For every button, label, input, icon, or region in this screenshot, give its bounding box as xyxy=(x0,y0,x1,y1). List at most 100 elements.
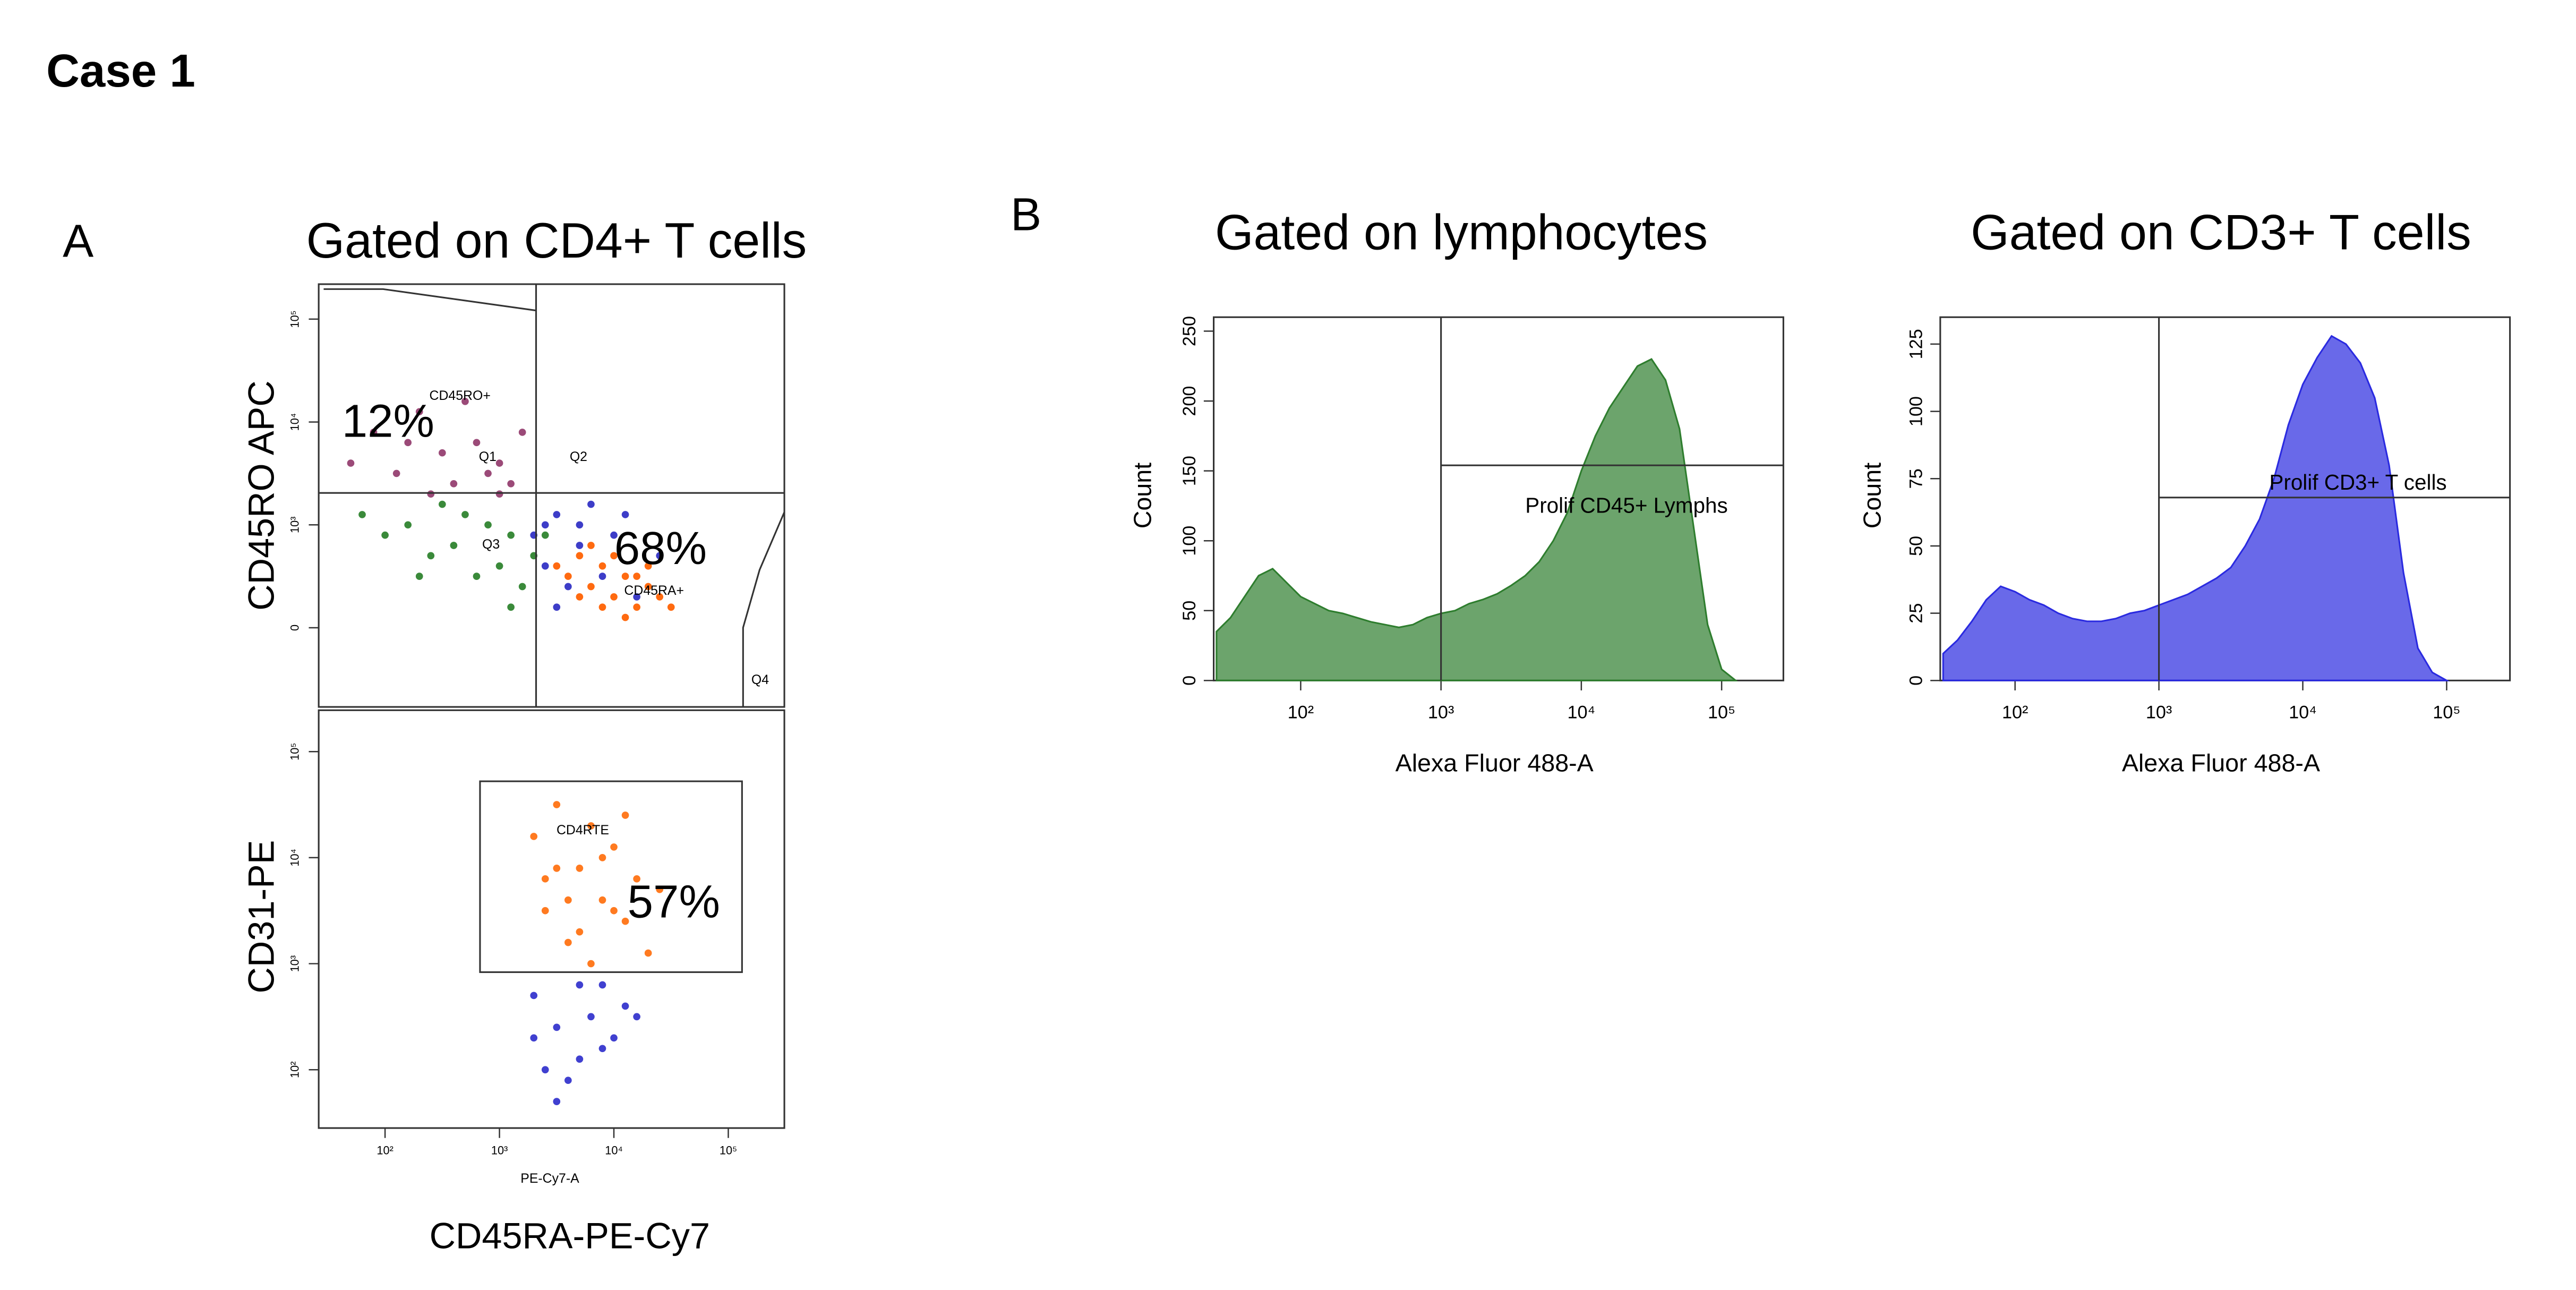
event-dot xyxy=(495,490,503,498)
y-tick-label: 10⁴ xyxy=(288,849,301,867)
event-dot xyxy=(439,449,446,457)
annotation: 12% xyxy=(342,395,434,447)
event-dot xyxy=(576,928,584,936)
y-tick-label: 150 xyxy=(1179,456,1200,486)
event-dot xyxy=(541,875,549,883)
event-dot xyxy=(427,490,435,498)
gate-outline xyxy=(323,288,537,312)
event-dot xyxy=(495,562,503,570)
event-dot xyxy=(530,992,538,999)
y-axis-label: CD31-PE xyxy=(242,840,282,994)
event-dot xyxy=(610,1034,618,1042)
panel-label: A xyxy=(63,215,93,267)
event-dot xyxy=(576,521,584,529)
event-dot xyxy=(587,960,595,968)
event-dot xyxy=(518,583,526,591)
event-dot xyxy=(667,603,675,611)
x-axis-label: CD45RA-PE-Cy7 xyxy=(430,1216,710,1256)
annotation: Prolif CD45+ Lymphs xyxy=(1525,493,1727,518)
event-dot xyxy=(656,885,664,893)
event-dot xyxy=(564,573,572,580)
x-tick-label: 10³ xyxy=(491,1143,508,1157)
event-dot xyxy=(553,603,561,611)
x-tick-label: 10³ xyxy=(2146,703,2172,723)
y-tick-label: 100 xyxy=(1906,396,1926,426)
annotation: CD45RA+ xyxy=(624,583,684,598)
event-dot xyxy=(610,531,618,539)
event-dot xyxy=(564,1077,572,1084)
event-dot xyxy=(587,822,595,830)
event-dot xyxy=(461,398,469,405)
event-dot xyxy=(541,531,549,539)
event-dot xyxy=(564,938,572,946)
event-dot xyxy=(553,511,561,518)
event-dot xyxy=(392,469,400,477)
x-tick-label: 10⁴ xyxy=(2289,703,2317,723)
event-dot xyxy=(370,429,378,436)
y-tick-label: 10³ xyxy=(288,955,301,972)
chart-title: Gated on lymphocytes xyxy=(1215,205,1708,260)
event-dot xyxy=(530,833,538,840)
x-tick-label: 10⁵ xyxy=(1708,703,1735,723)
y-axis-label: CD45RO APC xyxy=(242,380,282,610)
event-dot xyxy=(644,583,652,591)
annotation: Prolif CD3+ T cells xyxy=(2269,470,2446,494)
y-tick-label: 250 xyxy=(1179,316,1200,346)
event-dot xyxy=(656,593,664,601)
event-dot xyxy=(576,542,584,549)
event-dot xyxy=(621,573,629,580)
event-dot xyxy=(404,439,412,447)
event-dot xyxy=(518,429,526,436)
event-dot xyxy=(553,1023,561,1031)
x-tick-label: 10⁴ xyxy=(605,1143,623,1157)
event-dot xyxy=(598,573,606,580)
event-dot xyxy=(621,917,629,925)
event-dot xyxy=(404,521,412,529)
event-dot xyxy=(598,854,606,861)
event-dot xyxy=(358,511,366,518)
event-dot xyxy=(507,603,515,611)
event-dot xyxy=(450,480,458,488)
event-dot xyxy=(633,875,640,883)
event-dot xyxy=(427,552,435,560)
event-dot xyxy=(644,562,652,570)
y-tick-label: 10⁵ xyxy=(288,310,301,328)
x-tick-label: 10² xyxy=(1288,703,1314,723)
event-dot xyxy=(598,562,606,570)
event-dot xyxy=(564,583,572,591)
event-dot xyxy=(473,573,481,580)
event-dot xyxy=(656,552,664,560)
event-dot xyxy=(541,521,549,529)
event-dot xyxy=(587,583,595,591)
event-dot xyxy=(587,500,595,508)
x-tick-label: 10⁴ xyxy=(1568,703,1596,723)
annotation: Q1 xyxy=(479,449,497,464)
event-dot xyxy=(553,562,561,570)
x-tick-label: 10³ xyxy=(1428,703,1454,723)
y-axis-label: Count xyxy=(1859,463,1886,528)
event-dot xyxy=(530,1034,538,1042)
event-dot xyxy=(495,459,503,467)
y-tick-label: 10³ xyxy=(288,517,301,533)
y-tick-label: 200 xyxy=(1179,386,1200,416)
panel-label: B xyxy=(1011,189,1041,241)
event-dot xyxy=(610,593,618,601)
chart-title: Gated on CD3+ T cells xyxy=(1971,205,2471,260)
event-dot xyxy=(598,1045,606,1053)
event-dot xyxy=(415,408,423,416)
y-axis-label: Count xyxy=(1128,463,1156,528)
event-dot xyxy=(587,542,595,549)
y-tick-label: 10⁵ xyxy=(288,743,301,761)
event-dot xyxy=(541,907,549,915)
x-axis-label: Alexa Fluor 488-A xyxy=(1396,749,1594,776)
event-dot xyxy=(347,459,355,467)
event-dot xyxy=(610,552,618,560)
y-tick-label: 10² xyxy=(288,1062,301,1078)
event-dot xyxy=(576,593,584,601)
event-dot xyxy=(576,1055,584,1063)
plot-frame xyxy=(318,283,785,708)
event-dot xyxy=(610,907,618,915)
event-dot xyxy=(598,981,606,989)
